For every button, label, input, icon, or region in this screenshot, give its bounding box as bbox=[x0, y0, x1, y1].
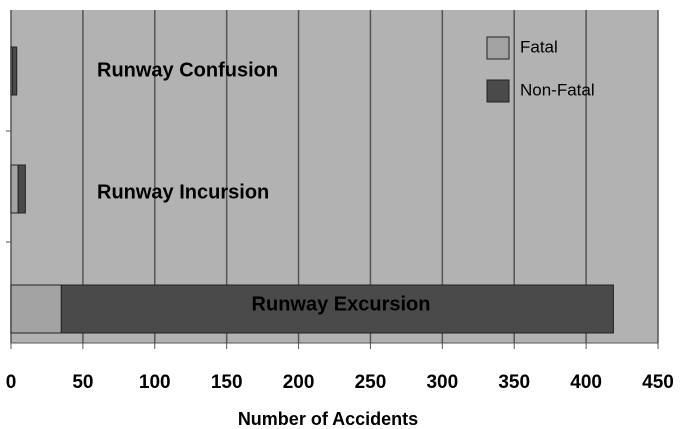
x-tick-label: 100 bbox=[139, 372, 171, 393]
x-tick-label: 300 bbox=[426, 372, 458, 393]
x-tick-label: 350 bbox=[498, 372, 530, 393]
category-label: Runway Confusion bbox=[97, 59, 278, 81]
x-tick-label: 50 bbox=[72, 372, 93, 393]
x-tick-label: 0 bbox=[6, 372, 17, 393]
category-label: Runway Incursion bbox=[97, 181, 269, 203]
x-tick-label: 450 bbox=[642, 372, 674, 393]
x-tick-label: 150 bbox=[211, 372, 243, 393]
bar-segment bbox=[60, 284, 614, 334]
legend-label: Fatal bbox=[520, 37, 558, 56]
bar-segment bbox=[10, 284, 62, 334]
bar-segment bbox=[11, 46, 18, 96]
legend-swatch bbox=[486, 36, 510, 60]
x-axis-label: Number of Accidents bbox=[238, 409, 418, 429]
x-tick-label: 250 bbox=[355, 372, 387, 393]
legend-label: Non-Fatal bbox=[520, 80, 595, 99]
x-tick-label: 400 bbox=[570, 372, 602, 393]
bar-segment bbox=[17, 164, 26, 214]
bar-segment bbox=[10, 164, 19, 214]
category-label: Runway Excursion bbox=[252, 293, 431, 315]
legend-swatch bbox=[486, 79, 510, 103]
x-tick-label: 200 bbox=[283, 372, 315, 393]
